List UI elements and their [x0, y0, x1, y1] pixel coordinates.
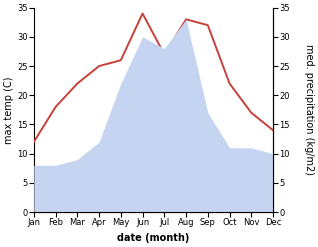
Y-axis label: max temp (C): max temp (C): [4, 76, 14, 144]
Y-axis label: med. precipitation (kg/m2): med. precipitation (kg/m2): [304, 44, 314, 175]
X-axis label: date (month): date (month): [117, 233, 190, 243]
